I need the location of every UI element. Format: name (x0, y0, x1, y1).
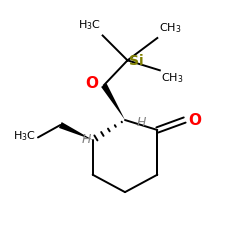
Text: H$_3$C: H$_3$C (12, 129, 36, 143)
Text: H: H (137, 116, 146, 129)
Text: CH$_3$: CH$_3$ (161, 72, 184, 85)
Text: CH$_3$: CH$_3$ (158, 22, 181, 36)
Text: Si: Si (129, 54, 143, 68)
Polygon shape (59, 122, 93, 140)
Polygon shape (101, 84, 125, 120)
Text: H$_3$C: H$_3$C (78, 18, 102, 32)
Text: H: H (81, 133, 91, 146)
Text: O: O (188, 112, 202, 128)
Text: O: O (86, 76, 98, 92)
